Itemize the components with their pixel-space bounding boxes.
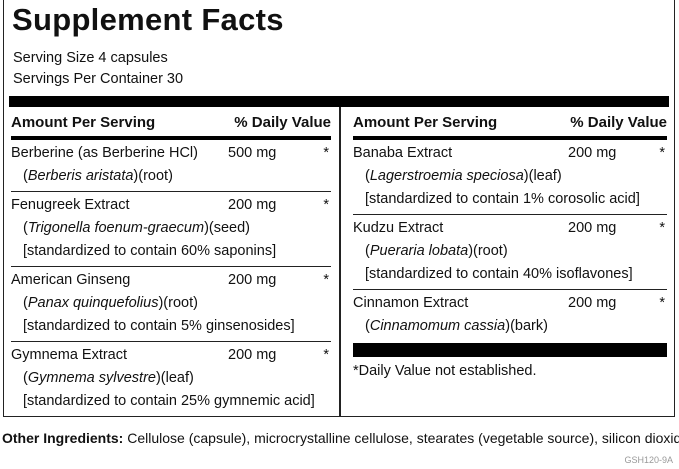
left-column: Amount Per Serving % Daily Value Berberine… bbox=[11, 110, 331, 416]
ingredient: Banaba Extract 200 mg * (Lagerstroemia spec… bbox=[353, 140, 667, 215]
latin-name: Berberis aristata bbox=[27, 168, 134, 184]
ingredient-detail: (Panax quinquefolius)(root) bbox=[11, 292, 331, 315]
detail-text: ( bbox=[23, 220, 28, 236]
ingredient-name: Cinnamon Extract bbox=[353, 295, 469, 311]
footnote: *Daily Value not established. bbox=[353, 363, 537, 379]
latin-name: Gymnema sylvestre bbox=[27, 370, 156, 386]
ingredient-row: Gymnema Extract 200 mg * bbox=[11, 344, 331, 367]
facts-panel: Supplement Facts Serving Size 4 capsules… bbox=[3, 0, 675, 417]
detail-text: )(leaf) bbox=[523, 168, 562, 184]
servings-per-container: Servings Per Container 30 bbox=[13, 71, 184, 87]
dv-header: % Daily Value bbox=[570, 114, 667, 131]
amount-header: Amount Per Serving bbox=[11, 114, 156, 131]
ingredient-row: Fenugreek Extract 200 mg * bbox=[11, 194, 331, 217]
ingredient: Gymnema Extract 200 mg * (Gymnema sylvestre… bbox=[11, 342, 331, 416]
detail-text: ( bbox=[23, 370, 28, 386]
detail-text: )(root) bbox=[133, 168, 173, 184]
ingredient: American Ginseng 200 mg * (Panax quinquefol… bbox=[11, 267, 331, 342]
ingredient-amount: 200 mg bbox=[568, 295, 617, 311]
ingredient-detail: [standardized to contain 40% isoflavones… bbox=[353, 263, 667, 286]
ingredient-detail: (Trigonella foenum-graecum)(seed) bbox=[11, 217, 331, 240]
daily-value: * bbox=[323, 145, 329, 161]
detail-text: ( bbox=[365, 243, 370, 259]
ingredient-name: Gymnema Extract bbox=[11, 347, 128, 363]
detail-text: ( bbox=[23, 295, 28, 311]
ingredient-detail: (Pueraria lobata)(root) bbox=[353, 240, 667, 263]
detail-text: [standardized to contain 60% saponins] bbox=[23, 243, 277, 259]
ingredient-row: Berberine (as Berberine HCl) 500 mg * bbox=[11, 142, 331, 165]
title: Supplement Facts bbox=[12, 2, 284, 37]
ingredient-name: American Ginseng bbox=[11, 272, 131, 288]
product-code: GSH120-9A bbox=[624, 455, 673, 465]
ingredient-detail: (Berberis aristata)(root) bbox=[11, 165, 331, 188]
detail-text: )(root) bbox=[468, 243, 508, 259]
ingredient-row: Cinnamon Extract 200 mg * bbox=[353, 292, 667, 315]
ingredient-row: American Ginseng 200 mg * bbox=[11, 269, 331, 292]
ingredient-detail: [standardized to contain 60% saponins] bbox=[11, 240, 331, 263]
ingredient-detail: (Cinnamomum cassia)(bark) bbox=[353, 315, 667, 338]
item-list: Berberine (as Berberine HCl) 500 mg * (Berb… bbox=[11, 140, 331, 416]
daily-value: * bbox=[323, 347, 329, 363]
ingredient-amount: 200 mg bbox=[228, 197, 277, 213]
ingredient-row: Banaba Extract 200 mg * bbox=[353, 142, 667, 165]
ingredient-name: Banaba Extract bbox=[353, 145, 453, 161]
ingredient-amount: 200 mg bbox=[568, 145, 617, 161]
detail-text: ( bbox=[23, 168, 28, 184]
column-header: Amount Per Serving % Daily Value bbox=[11, 110, 331, 140]
ingredient-amount: 200 mg bbox=[228, 272, 277, 288]
ingredient-amount: 500 mg bbox=[228, 145, 277, 161]
detail-text: )(bark) bbox=[505, 318, 548, 334]
detail-text: )(seed) bbox=[204, 220, 251, 236]
daily-value: * bbox=[659, 220, 665, 236]
ingredient-amount: 200 mg bbox=[568, 220, 617, 236]
detail-text: )(root) bbox=[158, 295, 198, 311]
daily-value: * bbox=[659, 145, 665, 161]
ingredient: Kudzu Extract 200 mg * (Pueraria lobata)(ro… bbox=[353, 215, 667, 290]
detail-text: [standardized to contain 5% ginsenosides… bbox=[23, 318, 295, 334]
detail-text: [standardized to contain 1% corosolic ac… bbox=[365, 191, 640, 207]
item-list: Banaba Extract 200 mg * (Lagerstroemia spec… bbox=[353, 140, 667, 341]
ingredient-row: Kudzu Extract 200 mg * bbox=[353, 217, 667, 240]
ingredient: Berberine (as Berberine HCl) 500 mg * (Berb… bbox=[11, 140, 331, 192]
ingredient-amount: 200 mg bbox=[228, 347, 277, 363]
other-ingredients-label: Other Ingredients: bbox=[2, 430, 124, 446]
ingredient: Cinnamon Extract 200 mg * (Cinnamomum cassi… bbox=[353, 290, 667, 341]
ingredient-detail: [standardized to contain 5% ginsenosides… bbox=[11, 315, 331, 338]
detail-text: [standardized to contain 25% gymnemic ac… bbox=[23, 393, 315, 409]
dv-header: % Daily Value bbox=[234, 114, 331, 131]
right-column: Amount Per Serving % Daily Value Banaba Ex… bbox=[353, 110, 667, 383]
footnote-rule bbox=[353, 343, 667, 357]
latin-name: Lagerstroemia speciosa bbox=[369, 168, 524, 184]
detail-text: [standardized to contain 40% isoflavones… bbox=[365, 266, 633, 282]
amount-header: Amount Per Serving bbox=[353, 114, 498, 131]
column-divider bbox=[339, 107, 341, 416]
serving-size: Serving Size 4 capsules bbox=[13, 50, 168, 66]
latin-name: Pueraria lobata bbox=[369, 243, 469, 259]
other-ingredients: Other Ingredients: Cellulose (capsule), … bbox=[2, 428, 679, 448]
column-header: Amount Per Serving % Daily Value bbox=[353, 110, 667, 140]
daily-value: * bbox=[323, 197, 329, 213]
ingredient-detail: (Lagerstroemia speciosa)(leaf) bbox=[353, 165, 667, 188]
other-ingredients-text: Cellulose (capsule), microcrystalline ce… bbox=[127, 430, 679, 446]
ingredient-name: Kudzu Extract bbox=[353, 220, 444, 236]
latin-name: Panax quinquefolius bbox=[27, 295, 159, 311]
ingredient-detail: [standardized to contain 25% gymnemic ac… bbox=[11, 390, 331, 413]
detail-text: )(leaf) bbox=[155, 370, 194, 386]
ingredient: Fenugreek Extract 200 mg * (Trigonella foen… bbox=[11, 192, 331, 267]
latin-name: Trigonella foenum-graecum bbox=[27, 220, 205, 236]
ingredient-name: Fenugreek Extract bbox=[11, 197, 130, 213]
daily-value: * bbox=[323, 272, 329, 288]
daily-value: * bbox=[659, 295, 665, 311]
ingredient-detail: [standardized to contain 1% corosolic ac… bbox=[353, 188, 667, 211]
ingredient-detail: (Gymnema sylvestre)(leaf) bbox=[11, 367, 331, 390]
detail-text: ( bbox=[365, 168, 370, 184]
thick-rule bbox=[9, 96, 669, 107]
latin-name: Cinnamomum cassia bbox=[369, 318, 506, 334]
detail-text: ( bbox=[365, 318, 370, 334]
ingredient-name: Berberine (as Berberine HCl) bbox=[11, 145, 198, 161]
